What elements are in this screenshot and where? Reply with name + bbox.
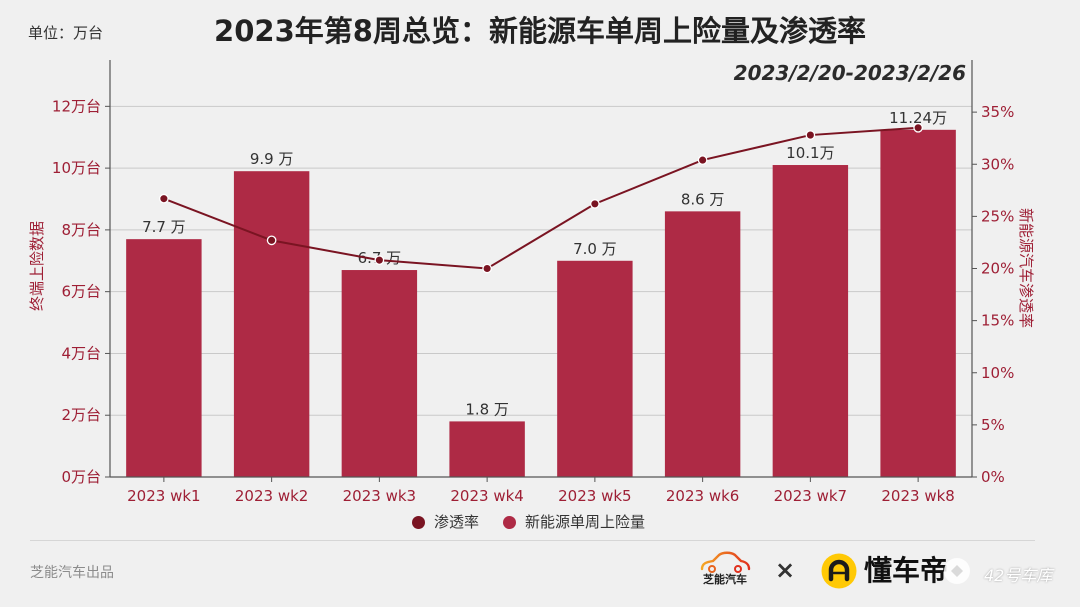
y-axis-left-title: 终端上险数据	[28, 221, 46, 311]
bar	[126, 239, 202, 477]
y-right-tick-label: 25%	[981, 207, 1014, 225]
y-axis-right-title: 新能源汽车渗透率	[1017, 208, 1035, 328]
chart-title: 2023年第8周总览：新能源车单周上险量及渗透率	[214, 14, 866, 48]
footer-credit: 芝能汽车出品	[30, 565, 114, 581]
bar-value-label: 10.1万	[786, 144, 834, 162]
y-left-tick-label: 8万台	[61, 221, 101, 239]
zhineng-logo-text: 芝能汽车	[703, 573, 747, 586]
dongchedi-logo-text: 懂车帝	[864, 554, 949, 587]
penetration-rate-point	[805, 130, 816, 140]
y-left-tick-label: 12万台	[52, 97, 101, 115]
x-tick-label: 2023 wk4	[450, 487, 523, 505]
unit-label: 单位：万台	[28, 24, 104, 42]
penetration-rate-point	[266, 235, 277, 246]
watermark-badge-icon	[942, 556, 972, 590]
legend-label: 新能源单周上险量	[525, 513, 646, 531]
zhineng-logo: 芝能汽车	[697, 551, 753, 587]
y-right-tick-label: 5%	[981, 416, 1005, 434]
dongchedi-logo-icon	[820, 552, 858, 594]
penetration-rate-point	[374, 255, 385, 266]
footer-divider	[30, 540, 1035, 541]
y-left-tick-label: 4万台	[61, 344, 101, 362]
x-tick-label: 2023 wk5	[558, 487, 631, 505]
y-axis-left: 0万台 2万台 4万台 6万台 8万台 10万台 12万台	[52, 97, 110, 486]
penetration-rate-point	[159, 193, 169, 204]
x-tick-label: 2023 wk2	[235, 487, 308, 505]
legend: 渗透率 新能源单周上险量	[412, 512, 645, 532]
y-right-tick-label: 30%	[981, 155, 1014, 173]
bar	[880, 129, 956, 477]
y-right-tick-label: 35%	[981, 103, 1014, 121]
penetration-rate-series	[159, 122, 923, 274]
bar	[341, 270, 418, 477]
penetration-rate-point	[482, 263, 492, 274]
y-right-tick-label: 0%	[981, 468, 1005, 486]
y-left-tick-label: 0万台	[61, 468, 101, 486]
y-right-tick-label: 15%	[981, 312, 1014, 330]
legend-label: 渗透率	[434, 513, 480, 531]
penetration-rate-point	[590, 199, 600, 209]
date-range: 2023/2/20-2023/2/26	[733, 61, 966, 85]
bar	[664, 211, 741, 477]
y-left-tick-label: 6万台	[61, 283, 101, 301]
penetration-rate-point	[913, 122, 923, 133]
bar	[233, 171, 310, 477]
bar-series	[126, 129, 956, 477]
y-left-tick-label: 10万台	[52, 159, 101, 177]
bar-value-label: 11.24万	[889, 109, 947, 127]
car-outline-icon	[700, 551, 751, 573]
penetration-rate-line	[163, 126, 919, 270]
legend-item-weekly-insurance: 新能源单周上险量	[503, 512, 645, 532]
bar-value-label: 7.7 万	[142, 218, 186, 236]
bar-value-label: 8.6 万	[681, 190, 725, 208]
x-tick-label: 2023 wk8	[881, 487, 954, 505]
x-axis: 2023 wk1 2023 wk2 2023 wk3 2023 wk4 2023 wk5…	[127, 477, 955, 505]
bar	[557, 260, 633, 477]
penetration-rate-point	[697, 155, 708, 165]
legend-dot-icon	[412, 515, 425, 529]
x-tick-label: 2023 wk7	[774, 487, 847, 505]
bar-value-label: 9.9 万	[250, 150, 294, 168]
brand-separator: ×	[775, 556, 796, 584]
bar-value-label: 1.8 万	[465, 400, 509, 418]
bar	[772, 165, 849, 477]
bar	[449, 421, 525, 477]
bar-value-labels: 7.7 万9.9 万6.7 万1.8 万7.0 万8.6 万10.1万11.24…	[142, 109, 947, 419]
x-tick-label: 2023 wk3	[343, 487, 416, 505]
bar-value-label: 7.0 万	[573, 240, 617, 258]
legend-item-penetration-rate: 渗透率	[412, 512, 479, 532]
x-tick-label: 2023 wk1	[127, 487, 200, 505]
watermark-text: 42号车库	[984, 566, 1053, 585]
y-left-tick-label: 2万台	[61, 406, 101, 424]
y-axis-right: 0% 5% 10% 15% 20% 25% 30% 35%	[972, 103, 1014, 486]
x-tick-label: 2023 wk6	[666, 487, 739, 505]
y-right-tick-label: 10%	[981, 364, 1014, 382]
y-right-tick-label: 20%	[981, 260, 1014, 278]
legend-dot-icon	[503, 515, 517, 529]
